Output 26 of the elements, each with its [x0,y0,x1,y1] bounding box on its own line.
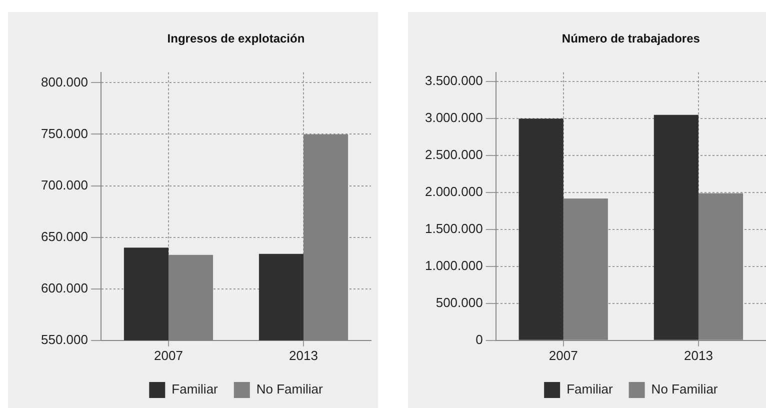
y-tick-label: 550.000 [40,332,88,347]
x-tick-label: 2007 [154,348,183,363]
legend-label: Familiar [566,382,614,397]
y-tick-label: 700.000 [40,177,88,192]
chart-title: Ingresos de explotación [167,32,305,46]
y-tick-label: 1.000.000 [424,258,483,274]
x-tick-label: 2013 [289,348,318,363]
y-tick-label: 3.500.000 [424,73,483,88]
x-tick-label: 2007 [548,348,578,363]
y-tick-label: 650.000 [40,228,88,244]
y-tick-label: 500.000 [436,295,483,310]
y-tick-label: 750.000 [40,126,88,141]
y-tick-label: 800.000 [40,74,88,90]
legend-label: No Familiar [651,382,718,397]
y-tick-label: 0 [476,332,483,347]
y-tick-label: 2.500.000 [424,147,483,162]
legend-label: No Familiar [256,382,324,397]
chart-title: Número de trabajadores [562,32,700,46]
x-tick-label: 2013 [684,348,713,363]
y-tick-label: 1.500.000 [424,221,483,236]
y-tick-label: 600.000 [40,280,88,296]
y-tick-label: 3.000.000 [424,110,483,126]
legend-label: Familiar [172,382,219,397]
bar [518,118,564,340]
bar [654,114,698,340]
y-tick-label: 2.000.000 [424,184,483,200]
